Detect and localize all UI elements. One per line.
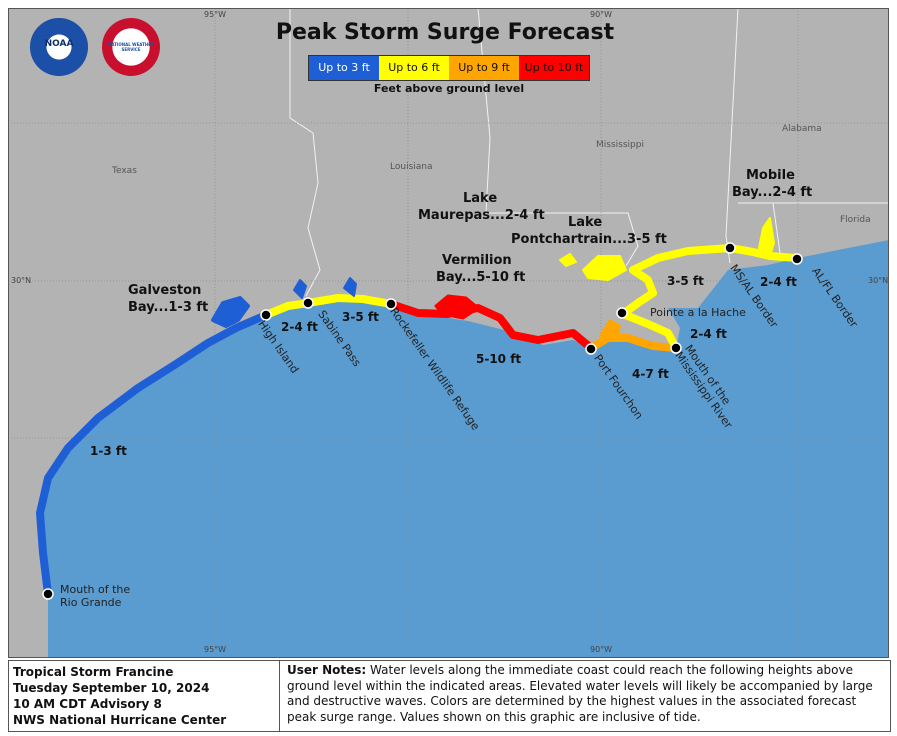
marker-high-island xyxy=(260,309,272,321)
area-label-vermilion-line2: Bay...5-10 ft xyxy=(436,270,526,285)
legend-item-9ft: Up to 9 ft xyxy=(449,56,519,80)
point-label-rio-grande: Mouth of the Rio Grande xyxy=(60,583,130,609)
state-label-louisiana: Louisiana xyxy=(390,162,433,172)
marker-rio-grande xyxy=(42,588,54,600)
segment-port-fourchon-to-mississippi xyxy=(587,334,680,352)
area-label-galveston-line1: Galveston xyxy=(128,283,202,298)
lat-label-right: 30°N xyxy=(868,276,889,285)
lat-label-left: 30°N xyxy=(11,276,32,285)
galveston-bay-fill xyxy=(211,296,250,328)
marker-pointe-a-la-hache xyxy=(616,307,628,319)
area-label-lake-pontchartrain-line2: Pontchartrain...3-5 ft xyxy=(511,232,667,247)
marker-al-fl-border xyxy=(791,253,803,265)
state-label-alabama: Alabama xyxy=(782,124,822,134)
point-markers xyxy=(42,242,803,600)
segment-label-3: 3-5 ft xyxy=(342,310,379,324)
surge-map xyxy=(8,8,889,658)
lake-pontchartrain-fill xyxy=(582,255,627,281)
segment-label-6: 2-4 ft xyxy=(690,327,727,341)
segment-high-island-to-rockefeller xyxy=(262,294,395,319)
marker-ms-al-border xyxy=(724,242,736,254)
area-label-lake-pontchartrain-line1: Lake xyxy=(568,215,603,230)
footer-panel: Tropical Storm Francine Tuesday Septembe… xyxy=(8,660,891,732)
vermilion-bay-fill xyxy=(434,294,480,320)
segment-label-5: 4-7 ft xyxy=(632,367,669,381)
segment-rio-to-high-island xyxy=(36,311,270,598)
segment-label-8: 2-4 ft xyxy=(760,275,797,289)
segment-label-4: 5-10 ft xyxy=(476,352,522,366)
storm-name: Tropical Storm Francine xyxy=(13,665,174,679)
legend-caption: Feet above ground level xyxy=(373,82,525,95)
area-label-lake-maurepas-line2: Maurepas...2-4 ft xyxy=(418,208,545,223)
segment-rockefeller-to-port-fourchon xyxy=(387,300,595,352)
advisory-number: 10 AM CDT Advisory 8 xyxy=(13,697,162,711)
lon-label-top-left: 95°W xyxy=(204,10,227,19)
marker-mississippi-river xyxy=(670,342,682,354)
point-label-pointe-a-la-hache: Pointe a la Hache xyxy=(650,306,746,319)
state-borders xyxy=(138,8,888,297)
lake-maurepas-fill xyxy=(559,253,577,267)
barataria-fill xyxy=(599,319,621,339)
state-label-texas: Texas xyxy=(112,166,137,176)
area-label-lake-maurepas-line1: Lake xyxy=(463,191,498,206)
marker-port-fourchon xyxy=(585,343,597,355)
segment-label-1: 1-3 ft xyxy=(90,444,127,458)
user-notes-label: User Notes: xyxy=(287,663,367,677)
lon-label-bottom-right: 90°W xyxy=(590,645,613,654)
point-label-rio-grande-line2: Rio Grande xyxy=(60,596,122,609)
legend-item-10ft: Up to 10 ft xyxy=(519,56,589,80)
nws-logo-text: NATIONAL WEATHER SERVICE xyxy=(108,42,154,52)
segment-mississippi-to-pointe xyxy=(619,266,680,352)
calcasieu-fill xyxy=(343,277,357,297)
area-label-lake-maurepas: Lake Maurepas...2-4 ft xyxy=(418,190,545,224)
lon-label-bottom-left: 95°W xyxy=(204,645,227,654)
sabine-lake-fill xyxy=(293,279,307,299)
noaa-logo-icon: NOAA xyxy=(30,18,88,76)
area-label-vermilion: Vermilion Bay...5-10 ft xyxy=(436,252,525,286)
map-border xyxy=(8,8,889,658)
nws-logo-icon: NATIONAL WEATHER SERVICE xyxy=(102,18,160,76)
lon-label-top-right: 90°W xyxy=(590,10,613,19)
segment-label-7: 3-5 ft xyxy=(667,274,704,288)
advisory-date: Tuesday September 10, 2024 xyxy=(13,681,210,695)
marker-sabine-pass xyxy=(302,297,314,309)
segment-label-2: 2-4 ft xyxy=(281,320,318,334)
area-label-galveston: Galveston Bay...1-3 ft xyxy=(128,282,208,316)
user-notes-text: Water levels along the immediate coast c… xyxy=(287,663,873,724)
mobile-bay-fill xyxy=(757,217,775,257)
advisory-info: Tropical Storm Francine Tuesday Septembe… xyxy=(9,661,280,731)
state-label-florida: Florida xyxy=(840,215,871,225)
legend: Up to 3 ft Up to 6 ft Up to 9 ft Up to 1… xyxy=(308,55,590,81)
area-label-mobile-line2: Bay...2-4 ft xyxy=(732,185,813,200)
marker-rockefeller xyxy=(385,298,397,310)
point-label-rio-grande-line1: Mouth of the xyxy=(60,583,131,596)
issuing-office: NWS National Hurricane Center xyxy=(13,713,227,727)
noaa-logo-text: NOAA xyxy=(44,39,74,49)
state-label-mississippi: Mississippi xyxy=(596,140,644,150)
area-label-mobile: Mobile Bay...2-4 ft xyxy=(732,167,812,201)
area-label-lake-pontchartrain: Lake Pontchartrain...3-5 ft xyxy=(511,214,667,248)
legend-item-6ft: Up to 6 ft xyxy=(379,56,449,80)
area-label-mobile-line1: Mobile xyxy=(746,168,795,183)
page-title: Peak Storm Surge Forecast xyxy=(275,20,615,45)
legend-item-3ft: Up to 3 ft xyxy=(309,56,379,80)
area-label-galveston-line2: Bay...1-3 ft xyxy=(128,300,209,315)
user-notes: User Notes: Water levels along the immed… xyxy=(281,661,889,731)
area-label-vermilion-line1: Vermilion xyxy=(442,253,512,268)
